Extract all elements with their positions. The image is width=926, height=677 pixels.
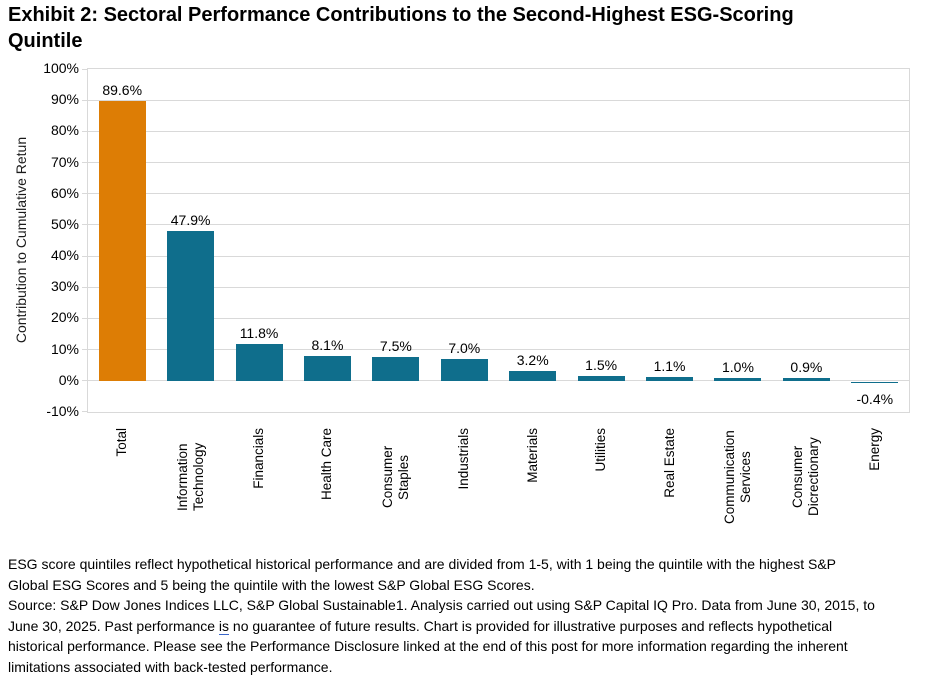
y-tick-label: 80% (50, 122, 79, 139)
value-label-utilities: 1.5% (585, 357, 618, 374)
category-label-text: Communication Services (721, 430, 753, 524)
category-label-text: Information Technology (174, 442, 206, 512)
bar-utilities (577, 376, 625, 381)
bar-chart: Contribution to Cumulative Retun 100% 90%… (0, 60, 926, 558)
axis-tick-mark (82, 224, 87, 226)
category-label-text: Utilities (593, 428, 609, 472)
y-tick-label: 20% (50, 309, 79, 326)
value-label-health-care: 8.1% (311, 336, 344, 353)
gridline (88, 317, 909, 319)
gridline (88, 380, 909, 382)
axis-tick-mark (82, 193, 87, 195)
y-tick-label: 50% (50, 215, 79, 232)
value-label-industrials: 7.0% (448, 339, 481, 356)
gridline (88, 224, 909, 226)
value-label-real-estate: 1.1% (653, 358, 686, 375)
category-label-text: Health Care (319, 428, 335, 501)
value-label-materials: 3.2% (516, 351, 549, 368)
footnote-source-text-1: Source: S&P Dow Jones Indices LLC, S&P G… (8, 597, 875, 634)
y-tick-label: 90% (50, 91, 79, 108)
axis-tick-mark (82, 255, 87, 257)
axis-tick-mark (82, 162, 87, 164)
gridline (88, 286, 909, 288)
bar-financials (235, 344, 283, 381)
bar-consumer-staples (372, 357, 420, 381)
axis-tick-mark (82, 317, 87, 319)
bar-industrials (440, 358, 488, 381)
axis-tick-mark (82, 99, 87, 101)
category-label-text: Energy (866, 428, 882, 471)
value-label-total: 89.6% (102, 82, 143, 99)
axis-tick-mark (82, 349, 87, 351)
bar-materials (509, 370, 557, 381)
bar-energy (851, 381, 899, 384)
category-label-text: Consumer Dicrectionary (790, 437, 822, 517)
category-label-text: Materials (524, 428, 540, 483)
footnotes: ESG score quintiles reflect hypothetical… (8, 554, 880, 677)
bar-consumer-dicrectionary (782, 378, 830, 381)
gridline (88, 255, 909, 257)
gridline (88, 349, 909, 351)
axis-tick-mark (82, 411, 87, 412)
grammar-underlined-word: is (218, 617, 230, 635)
bar-information-technology (167, 231, 215, 381)
bar-communication-services (714, 377, 762, 381)
footnote-source: Source: S&P Dow Jones Indices LLC, S&P G… (8, 595, 880, 677)
y-tick-label: 30% (50, 278, 79, 295)
y-tick-label: -10% (46, 403, 79, 419)
y-tick-label: 60% (50, 184, 79, 201)
y-tick-label: 70% (50, 153, 79, 170)
y-tick-label: 40% (50, 247, 79, 264)
bar-total (98, 101, 146, 381)
plot-area: 89.6% 47.9% 11.8% 8.1% 7.5% 7.0% 3.2% 1.5% 1.1% 1… (82, 68, 910, 413)
y-tick-label: 0% (58, 371, 79, 388)
category-label-text: Total (114, 428, 130, 457)
footnote-source-text-2: no guarantee of future results. Chart is… (8, 617, 848, 675)
value-label-information-technology: 47.9% (170, 212, 211, 229)
value-label-consumer-staples: 7.5% (379, 338, 412, 355)
axis-tick-mark (82, 69, 87, 70)
value-label-consumer-dicrectionary: 0.9% (790, 359, 823, 375)
y-tick-label: 100% (43, 60, 79, 76)
y-tick-label: 10% (50, 340, 79, 357)
axis-tick-mark (82, 380, 87, 382)
y-axis-tick-labels: 100% 90% 80% 70% 60% 50% 40% 30% 20% 10% 0% -10% (0, 60, 79, 419)
category-label-text: Financials (251, 428, 267, 489)
category-label-text: Industrials (456, 428, 472, 490)
bar-health-care (303, 355, 351, 381)
gridline (88, 130, 909, 132)
gridline (88, 193, 909, 195)
gridline (88, 99, 909, 101)
category-label-text: Consumer Staples (379, 445, 411, 509)
value-label-communication-services: 1.0% (721, 358, 754, 375)
axis-tick-mark (82, 286, 87, 288)
bar-real-estate (646, 377, 694, 381)
exhibit-title: Exhibit 2: Sectoral Performance Contribu… (8, 4, 794, 52)
category-label-text: Real Estate (661, 428, 677, 498)
value-label-energy: -0.4% (856, 391, 894, 408)
value-label-financials: 11.8% (239, 325, 279, 342)
axis-tick-mark (82, 130, 87, 132)
gridline (88, 162, 909, 164)
footnote-esg-quintiles: ESG score quintiles reflect hypothetical… (8, 556, 836, 593)
